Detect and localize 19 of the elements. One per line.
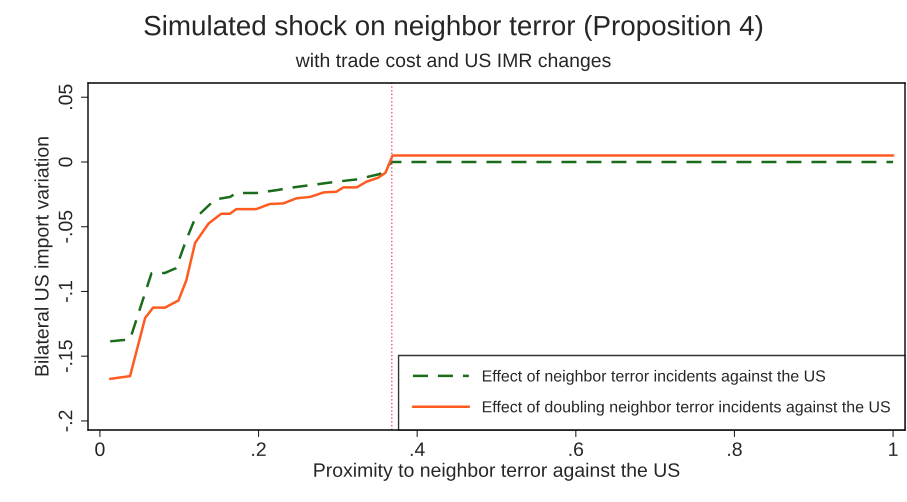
y-tick-label: 0 <box>58 157 72 167</box>
x-tick-label: .6 <box>569 442 584 456</box>
chart-subtitle: with trade cost and US IMR changes <box>296 52 611 72</box>
line-series <box>108 160 894 343</box>
x-tick-label: .2 <box>252 442 266 456</box>
y-tick-label: .05 <box>58 84 72 109</box>
x-tick-label: .4 <box>410 442 425 456</box>
x-axis-title: Proximity to neighbor terror against the US <box>314 462 680 481</box>
y-axis-title: Bilateral US import variation <box>34 137 53 376</box>
chart-title: Simulated shock on neighbor terror (Proposition 4) <box>144 15 762 41</box>
x-tick-label: 0 <box>95 442 105 456</box>
legend-label: Effect of doubling neighbor terror incidents against the US <box>482 400 890 416</box>
legend-label: Effect of neighbor terror incidents against the US <box>482 370 826 385</box>
y-tick-label: -.1 <box>58 281 72 302</box>
y-tick-label: -.05 <box>58 210 72 243</box>
x-tick-label: .8 <box>728 442 742 456</box>
y-tick-label: -.15 <box>58 340 72 372</box>
x-tick-label: 1 <box>889 442 898 456</box>
y-tick-label: -.2 <box>58 410 72 432</box>
